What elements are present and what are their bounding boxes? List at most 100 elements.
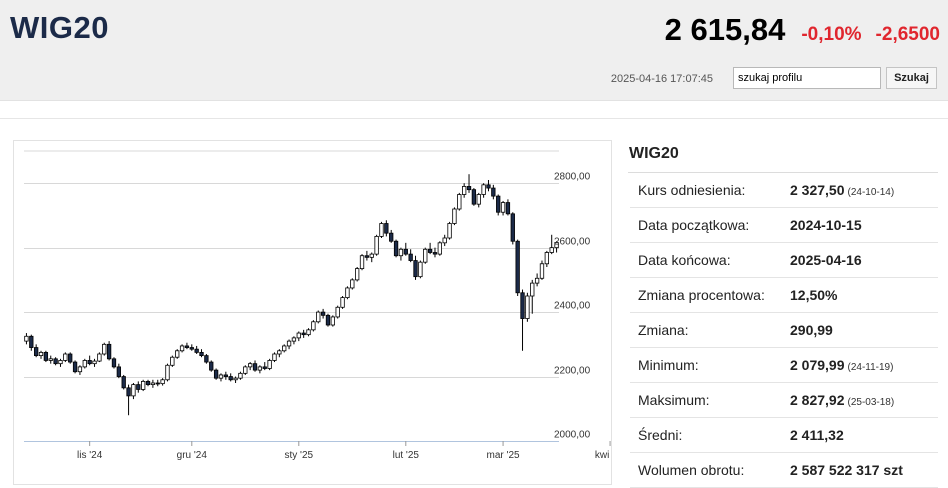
- stats-value-cell: 2 327,50 (24-10-14): [790, 173, 938, 208]
- candle-up: [38, 351, 44, 357]
- candle-up: [447, 223, 452, 239]
- x-tick-label: kwi '25: [595, 450, 611, 461]
- stats-value: 2 079,99: [790, 357, 845, 373]
- candle-up: [267, 360, 272, 369]
- candle-down: [136, 384, 141, 390]
- candle-up: [539, 263, 545, 279]
- x-axis-ticks: lis '24 gru '24 sty '25 lut '25 mar '25 kwi '…: [77, 441, 611, 461]
- x-tick-label: sty '25: [284, 450, 313, 461]
- ticker-title: WIG20: [10, 10, 109, 45]
- candle-up: [476, 194, 481, 205]
- candle-up: [175, 350, 180, 358]
- stats-row: Data końcowa: 2025-04-16: [630, 242, 938, 278]
- candle-down: [184, 345, 190, 348]
- candle-down: [145, 380, 151, 386]
- candle-up: [374, 235, 379, 255]
- price-chart[interactable]: 2800,00 2600,00 2400,00 2200,00 2000,00 lis …: [13, 140, 612, 485]
- candle-down: [486, 184, 491, 189]
- candle-up: [481, 184, 486, 195]
- candle-up: [82, 360, 87, 368]
- stats-label: Zmiana:: [630, 312, 790, 348]
- candle-up: [160, 379, 165, 385]
- stats-value: 2025-04-16: [790, 252, 862, 268]
- candle-down: [116, 366, 121, 377]
- stats-table: Kurs odniesienia: 2 327,50 (24-10-14) Data …: [630, 173, 938, 488]
- stats-row: Kurs odniesienia: 2 327,50 (24-10-14): [630, 173, 938, 208]
- y-tick-label: 2000,00: [554, 430, 591, 441]
- candle-down: [43, 351, 49, 361]
- candle-up: [218, 374, 224, 379]
- search-button[interactable]: Szukaj: [886, 67, 937, 89]
- candle-up: [452, 208, 457, 224]
- candle-down: [320, 311, 326, 316]
- candle-down: [491, 187, 496, 197]
- stats-value-cell: 2024-10-15: [790, 207, 938, 243]
- candle-down: [432, 252, 438, 255]
- candle-down: [364, 255, 370, 258]
- candle-up: [48, 358, 53, 361]
- stats-label: Maksimum:: [630, 382, 790, 418]
- candle-up: [554, 242, 559, 249]
- stats-label: Wolumen obrotu:: [630, 452, 790, 488]
- candle-down: [68, 353, 73, 363]
- stats-value-cell: 2025-04-16: [790, 242, 938, 278]
- candle-up: [291, 337, 297, 342]
- stats-label: Zmiana procentowa:: [630, 277, 790, 313]
- stats-row: Wolumen obrotu: 2 587 522 317 szt: [630, 452, 938, 488]
- chart-grid: [24, 150, 559, 442]
- candle-up: [500, 202, 506, 213]
- candle-up: [58, 360, 63, 365]
- candle-up: [379, 223, 384, 237]
- candle-up: [102, 343, 107, 355]
- candle-up: [316, 311, 321, 323]
- candle-down: [194, 348, 199, 353]
- candle-down: [34, 347, 39, 357]
- candle-up: [369, 253, 374, 258]
- stats-value-cell: 2 079,99 (24-11-19): [790, 347, 938, 383]
- candle-up: [257, 366, 263, 371]
- candle-up: [286, 340, 292, 347]
- candle-up: [418, 261, 423, 278]
- candle-down: [252, 363, 258, 371]
- candle-up: [282, 345, 287, 352]
- candle-up: [335, 306, 340, 318]
- candle-up: [24, 335, 29, 342]
- candle-down: [471, 189, 477, 205]
- candle-up: [233, 377, 238, 381]
- candle-down: [87, 360, 92, 365]
- candle-up: [544, 252, 549, 265]
- stats-row: Data początkowa: 2024-10-15: [630, 207, 938, 243]
- candle-down: [466, 186, 472, 191]
- candle-up: [296, 332, 301, 339]
- candles: [24, 174, 559, 416]
- candle-down: [223, 374, 228, 377]
- candle-down: [384, 223, 389, 234]
- change-absolute: -2,6500: [875, 24, 940, 45]
- candle-up: [534, 277, 540, 284]
- y-axis-ticks: 2800,00 2600,00 2400,00 2200,00 2000,00: [554, 172, 591, 441]
- stats-value-cell: 290,99: [790, 312, 938, 348]
- stats-value-cell: 2 827,92 (25-03-18): [790, 382, 938, 418]
- stats-label: Data końcowa:: [630, 242, 790, 278]
- profile-search-input[interactable]: [733, 67, 881, 89]
- candle-down: [72, 361, 78, 373]
- candle-down: [520, 292, 525, 319]
- stats-date: (24-10-14): [847, 187, 895, 198]
- candle-down: [106, 343, 112, 360]
- candle-up: [77, 366, 83, 373]
- x-tick-label: mar '25: [487, 450, 520, 461]
- candle-down: [213, 369, 219, 379]
- candle-up: [345, 287, 350, 299]
- stats-row: Minimum: 2 079,99 (24-11-19): [630, 347, 938, 383]
- candle-up: [63, 353, 68, 361]
- candle-up: [170, 356, 175, 366]
- candle-down: [510, 213, 515, 242]
- candle-down: [408, 253, 413, 261]
- candle-up: [330, 316, 335, 326]
- candle-down: [53, 358, 58, 365]
- candle-down: [393, 240, 399, 257]
- candle-up: [462, 186, 467, 195]
- stats-label: Minimum:: [630, 347, 790, 383]
- candle-up: [97, 353, 102, 362]
- candle-up: [141, 380, 146, 390]
